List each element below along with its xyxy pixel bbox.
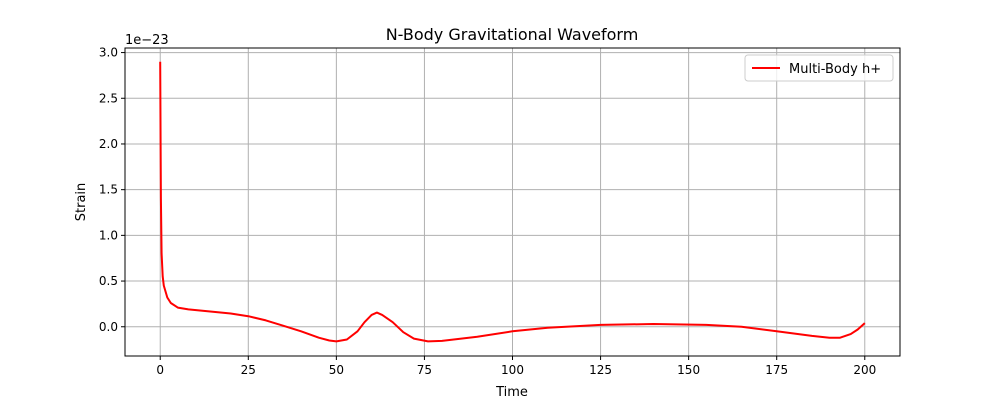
ticks: 0 25 50 75 100 125 150 175 200 0.0 0.5 1.0 1.5 2.0 2.5…	[99, 46, 876, 377]
y-tick-label: 1.5	[99, 183, 118, 197]
y-offset-label: 1e−23	[125, 33, 169, 48]
series-line-multi-body-h-plus	[159, 61, 866, 343]
y-tick-label: 2.0	[99, 137, 118, 151]
chart-title: N-Body Gravitational Waveform	[386, 25, 639, 44]
x-tick-label: 100	[501, 363, 524, 377]
x-axis-label: Time	[495, 385, 528, 400]
x-tick-label: 125	[589, 363, 612, 377]
y-axis-label: Strain	[74, 183, 89, 222]
y-tick-label: 3.0	[99, 46, 118, 60]
legend: Multi-Body h+	[744, 54, 894, 82]
x-tick-label: 50	[329, 363, 344, 377]
series-line-group	[159, 61, 866, 343]
y-tick-label: 1.0	[99, 228, 118, 242]
x-tick-label: 25	[241, 363, 256, 377]
x-tick-label: 200	[853, 363, 876, 377]
x-tick-label: 175	[765, 363, 788, 377]
x-tick-label: 150	[677, 363, 700, 377]
y-tick-label: 0.0	[99, 320, 118, 334]
legend-label: Multi-Body h+	[789, 62, 881, 77]
x-tick-label: 75	[417, 363, 432, 377]
legend-box	[744, 54, 894, 82]
grid	[125, 48, 900, 356]
x-tick-label: 0	[156, 363, 164, 377]
y-tick-label: 0.5	[99, 274, 118, 288]
y-tick-label: 2.5	[99, 91, 118, 105]
